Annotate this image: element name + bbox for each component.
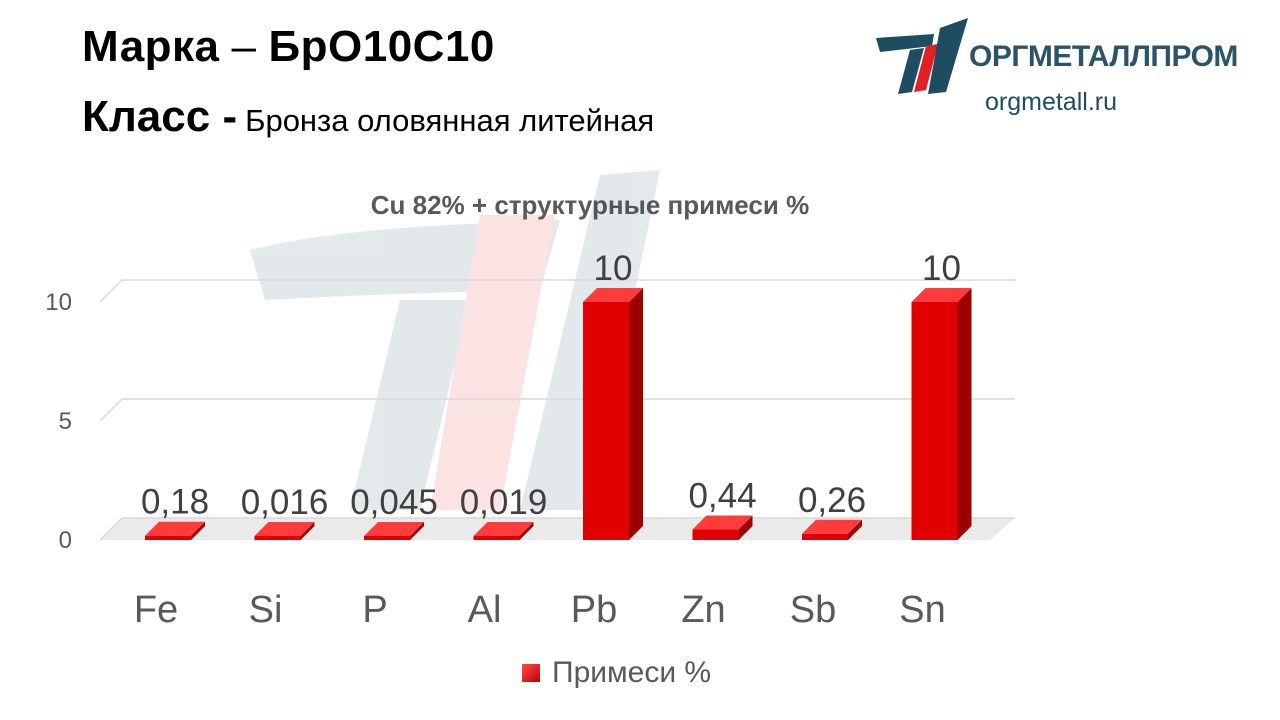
chart-grid bbox=[99, 279, 1015, 541]
bar-front bbox=[583, 302, 629, 540]
x-tick-label: Al bbox=[468, 589, 502, 631]
bar-p: 0,045 bbox=[350, 483, 438, 540]
company-logo[interactable]: ОРГМЕТАЛЛПРОМ orgmetall.ru bbox=[872, 16, 1252, 126]
bar-si: 0,016 bbox=[241, 483, 329, 540]
bar-top bbox=[802, 519, 862, 534]
legend-label: Примеси % bbox=[552, 656, 712, 689]
bar-sb: 0,26 bbox=[798, 481, 866, 540]
x-tick-label: Fe bbox=[134, 589, 178, 631]
data-label: 0,18 bbox=[141, 483, 209, 522]
chart-legend: Примеси % bbox=[522, 656, 711, 690]
bar-front bbox=[254, 536, 301, 540]
gridline-depth bbox=[99, 517, 123, 541]
bar-top bbox=[692, 515, 753, 530]
bar-top bbox=[911, 288, 972, 302]
bar-top bbox=[364, 522, 424, 536]
bar-pb: 10 bbox=[583, 249, 643, 540]
chart-floor bbox=[100, 518, 1015, 540]
legend-swatch bbox=[522, 664, 540, 682]
bar-side bbox=[629, 288, 643, 540]
x-tick-label: P bbox=[362, 589, 387, 631]
y-tick-label: 5 bbox=[59, 408, 72, 435]
class-label: Класс - bbox=[82, 92, 238, 141]
bar-zn: 0,44 bbox=[688, 477, 757, 540]
bar-top bbox=[254, 522, 315, 536]
data-label: 10 bbox=[594, 249, 633, 288]
logo-name: ОРГМЕТАЛЛПРОМ bbox=[969, 40, 1238, 73]
y-axis-ticks: 0 5 10 bbox=[45, 289, 72, 554]
bar-top bbox=[473, 522, 534, 536]
data-label: 0,045 bbox=[350, 483, 438, 522]
x-tick-label: Si bbox=[249, 589, 283, 631]
y-tick-label: 0 bbox=[59, 527, 72, 554]
bar-top bbox=[583, 288, 643, 302]
data-label: 10 bbox=[922, 249, 961, 288]
bar-front bbox=[692, 529, 739, 540]
chart-title: Cu 82% + структурные примеси % bbox=[370, 190, 810, 220]
logo-site: orgmetall.ru bbox=[985, 88, 1117, 116]
x-tick-label: Pb bbox=[571, 589, 617, 631]
bar-front bbox=[473, 536, 520, 540]
bar-side bbox=[410, 522, 424, 540]
logo-mark-icon bbox=[876, 18, 968, 94]
grade-label: Марка bbox=[82, 22, 220, 71]
bar-side bbox=[191, 521, 205, 540]
x-tick-label: Sb bbox=[790, 589, 836, 631]
x-tick-label: Zn bbox=[681, 589, 725, 631]
grade-line: Марка – БрО10С10 bbox=[82, 22, 495, 72]
gridline-depth bbox=[99, 279, 123, 303]
grade-value: БрО10С10 bbox=[268, 22, 495, 71]
gridline-depth bbox=[99, 398, 123, 422]
bar-front bbox=[364, 536, 410, 540]
bar-fe: 0,18 bbox=[141, 483, 209, 540]
data-label: 0,44 bbox=[688, 477, 756, 516]
bar-side bbox=[300, 522, 315, 540]
data-label: 0,019 bbox=[460, 483, 548, 522]
class-line: Класс - Бронза оловянная литейная bbox=[82, 92, 654, 142]
bar-side bbox=[848, 519, 862, 540]
bar-side bbox=[519, 522, 534, 540]
y-tick-label: 10 bbox=[45, 289, 72, 316]
bar-side bbox=[738, 515, 753, 540]
grade-dash: – bbox=[231, 22, 257, 71]
class-value: Бронза оловянная литейная bbox=[245, 103, 655, 138]
bar-front bbox=[145, 535, 191, 540]
bar-front bbox=[802, 533, 848, 540]
bar-al: 0,019 bbox=[460, 483, 548, 540]
bar-front bbox=[911, 302, 958, 540]
chart-bars: 0,18 0,016 0,045 0,019 10 0,44 0,26 10 bbox=[141, 249, 972, 540]
x-tick-label: Sn bbox=[899, 589, 945, 631]
x-axis-labels: Fe Si P Al Pb Zn Sb Sn bbox=[134, 589, 946, 631]
data-label: 0,26 bbox=[798, 481, 866, 520]
data-label: 0,016 bbox=[241, 483, 329, 522]
bar-sn: 10 bbox=[911, 249, 972, 540]
bar-side bbox=[957, 288, 972, 540]
bar-top bbox=[145, 521, 205, 536]
